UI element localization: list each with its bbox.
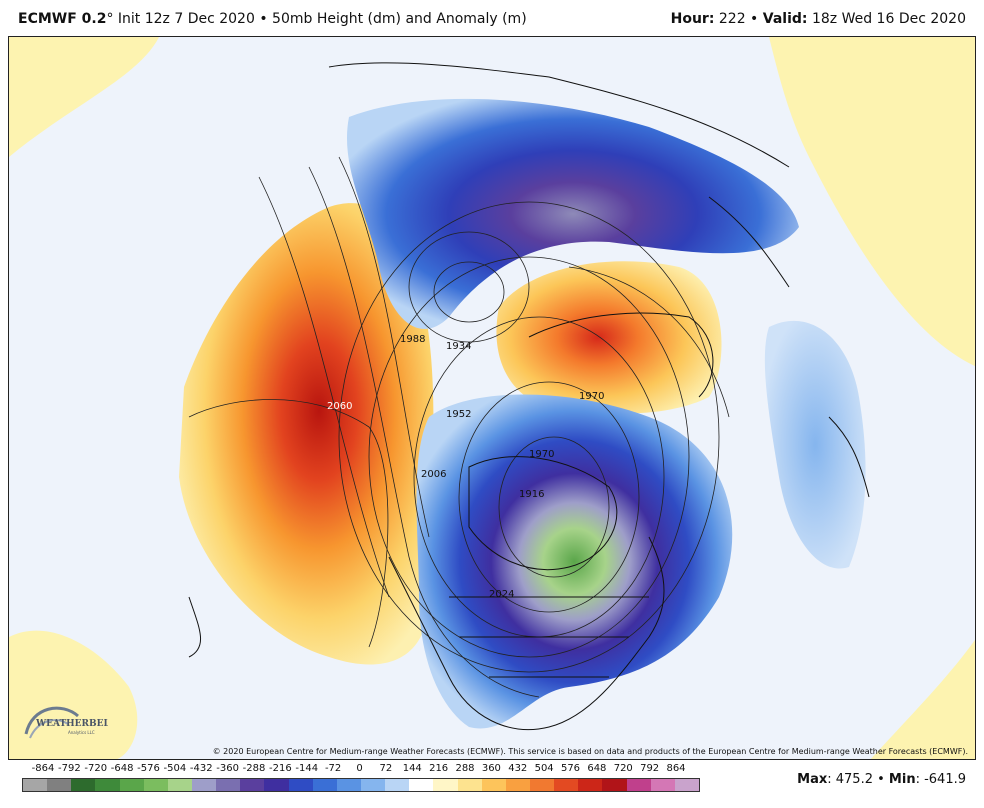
contour-label: 2060	[327, 401, 352, 412]
colorbar-label: 648	[587, 763, 607, 774]
colorbar-swatch	[71, 779, 96, 791]
contour-label: 1916	[519, 489, 544, 500]
anomaly-region-northeast	[769, 37, 975, 367]
colorbar-label: -720	[84, 763, 108, 774]
contour-label: 1952	[446, 409, 471, 420]
weatherbell-logo: WEATHERBELL Analytics LLC	[22, 700, 117, 744]
colorbar-swatch	[481, 779, 506, 791]
anomaly-region-southwest	[9, 630, 138, 759]
negative-anomaly-arctic	[346, 98, 799, 329]
colorbar-swatch	[433, 779, 458, 791]
colorbar-label: 504	[534, 763, 554, 774]
colorbar-swatch	[143, 779, 168, 791]
forecast-map: 1934 1988 2060 1952 1970 1970 2006 2024 …	[8, 36, 976, 760]
colorbar-swatch	[626, 779, 651, 791]
colorbar-swatch	[505, 779, 530, 791]
colorbar-swatch	[578, 779, 603, 791]
colorbar-swatch	[457, 779, 482, 791]
init-text: Init 12z 7 Dec 2020 • 50mb Height (dm) a…	[113, 11, 527, 27]
colorbar-swatch	[191, 779, 217, 791]
colorbar-label: 432	[508, 763, 528, 774]
colorbar-swatch	[529, 779, 555, 791]
contour-label: 1970	[579, 391, 604, 402]
colorbar-swatch	[167, 779, 192, 791]
colorbar-swatches	[22, 778, 700, 792]
logo-swoosh-icon	[24, 706, 79, 735]
hour-label: Hour:	[670, 11, 715, 27]
colorbar-swatch	[264, 779, 289, 791]
contour-labels: 1934 1988 2060 1952 1970 1970 2006 2024 …	[327, 334, 604, 600]
colorbar-label: 216	[429, 763, 449, 774]
colorbar-label: 576	[560, 763, 581, 774]
positive-anomaly-pacific	[179, 203, 434, 665]
contour-label: 1988	[400, 334, 425, 345]
colorbar-swatch	[288, 779, 313, 791]
negative-anomaly-atlantic	[764, 320, 866, 569]
map-title: ECMWF 0.2° Init 12z 7 Dec 2020 • 50mb He…	[18, 11, 527, 27]
colorbar-label: -432	[189, 763, 213, 774]
colorbar-swatch	[47, 779, 72, 791]
colorbar-label: -864	[31, 763, 55, 774]
colorbar-swatch	[385, 779, 410, 791]
anomaly-region-southeast	[870, 639, 975, 759]
positive-anomaly-europe	[496, 261, 722, 414]
colorbar-swatch	[674, 779, 699, 791]
colorbar-swatch	[650, 779, 675, 791]
colorbar-label: 144	[402, 763, 422, 774]
colorbar-label: -144	[295, 763, 319, 774]
colorbar-swatch	[336, 779, 361, 791]
colorbar-swatch	[23, 779, 48, 791]
colorbar-swatch	[312, 779, 337, 791]
colorbar-label: -288	[242, 763, 266, 774]
colorbar-label: 360	[481, 763, 501, 774]
min-label: Min	[888, 772, 916, 787]
colorbar-swatch	[216, 779, 241, 791]
contour-label: 1970	[529, 449, 554, 460]
degree-symbol: °	[106, 11, 114, 27]
model-name: ECMWF 0.2	[18, 11, 107, 27]
colorbar-label: 0	[356, 763, 363, 774]
max-label: Max	[797, 772, 828, 787]
colorbar-label: 72	[379, 763, 393, 774]
colorbar-label: 864	[666, 763, 686, 774]
logo-wordmark: WEATHERBELL	[35, 719, 108, 729]
colorbar-swatch	[95, 779, 120, 791]
colorbar-label: -648	[110, 763, 134, 774]
colorbar-label: -216	[269, 763, 292, 774]
negative-anomaly-canada	[416, 394, 733, 729]
colorbar-label: -576	[137, 763, 160, 774]
valid-value: 18z Wed 16 Dec 2020	[807, 11, 966, 27]
valid-time: Hour: 222 • Valid: 18z Wed 16 Dec 2020	[671, 11, 966, 27]
colorbar-label: 720	[613, 763, 633, 774]
height-contours	[188, 156, 730, 698]
colorbar-label: -792	[58, 763, 81, 774]
min-value: : -641.9	[915, 772, 966, 787]
logo-subtitle: Analytics LLC	[68, 730, 95, 735]
anomaly-colorbar: -864 -792 -720 -648 -576 -504 -432 -360 -288 -216…	[22, 760, 700, 800]
colorbar-label: -504	[163, 763, 187, 774]
colorbar-swatch	[360, 779, 386, 791]
colorbar-label: 288	[455, 763, 475, 774]
colorbar-label: -360	[216, 763, 239, 774]
hour-value: 222 •	[714, 11, 763, 27]
contour-label: 2024	[489, 589, 514, 600]
contour-label: 2006	[421, 469, 446, 480]
max-min-stats: Max: 475.2 • Min: -641.9	[797, 772, 966, 787]
valid-label: Valid:	[762, 11, 808, 27]
map-header: ECMWF 0.2° Init 12z 7 Dec 2020 • 50mb He…	[0, 0, 984, 36]
colorbar-swatch	[240, 779, 265, 791]
colorbar-swatch	[554, 779, 579, 791]
colorbar-swatch	[119, 779, 144, 791]
anomaly-region-northwest	[9, 37, 159, 157]
copyright-notice: © 2020 European Centre for Medium-range …	[212, 747, 968, 756]
colorbar-swatch	[409, 779, 434, 791]
max-value: : 475.2 •	[827, 772, 889, 787]
coastlines	[188, 62, 870, 731]
contour-label: 1934	[446, 341, 471, 352]
map-canvas: 1934 1988 2060 1952 1970 1970 2006 2024 …	[9, 37, 975, 759]
colorbar-swatch	[602, 779, 627, 791]
colorbar-label: -72	[324, 763, 342, 774]
colorbar-label: 792	[640, 763, 660, 774]
